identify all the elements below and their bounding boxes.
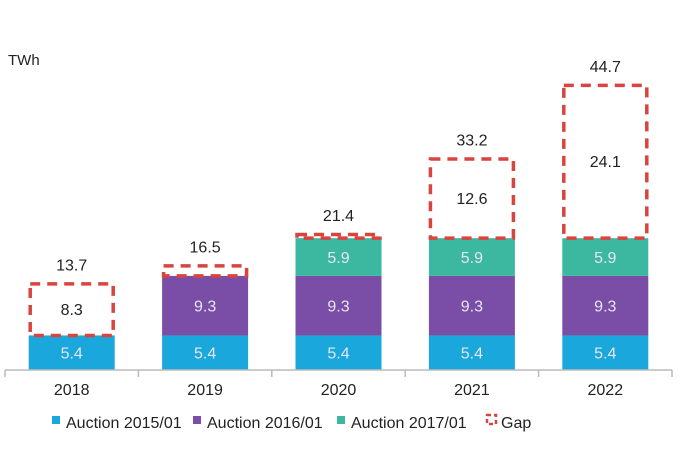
x-tick-label: 2022 [588,382,624,399]
gap-value-label: 24.1 [590,154,621,171]
total-value-label: 33.2 [456,133,487,150]
legend-label: Auction 2016/01 [207,415,323,432]
bar-segment-auction-2016-01 [428,275,515,336]
segment-value-label: 5.4 [327,346,349,363]
legend-item: Auction 2017/01 [337,415,467,432]
bar-segment-auction-2017-01 [428,238,515,276]
gap-bar-segment [295,232,382,240]
x-tick-label: 2019 [187,382,223,399]
bar-segment-auction-2015-01 [428,335,515,370]
segment-value-label: 5.9 [327,250,349,267]
bar-segment-auction-2017-01 [295,238,382,276]
x-tick-label: 2020 [321,382,357,399]
legend-label: Gap [501,415,531,432]
legend-item: Gap [485,413,531,432]
gap-bar-segment [28,282,115,338]
legend-swatch [485,413,498,426]
x-tick-label: 2018 [54,382,90,399]
gap-bar-segment [161,264,249,278]
bar-segment-auction-2015-01 [295,335,382,370]
segment-value-label: 5.4 [461,346,483,363]
gap-bar-segment [562,83,649,240]
segment-value-label: 9.3 [461,299,483,316]
segment-value-label: 5.9 [594,250,616,267]
bar-segment-auction-2016-01 [295,275,382,336]
total-value-label: 44.7 [590,59,621,76]
x-tick-label: 2021 [454,382,490,399]
legend-swatch [193,416,201,424]
legend-label: Auction 2015/01 [66,415,182,432]
segment-value-label: 5.4 [594,346,616,363]
bar-segment-auction-2015-01 [162,335,249,370]
legend-swatch [337,416,345,424]
gap-bar-segment [428,157,516,240]
bar-segment-auction-2017-01 [562,238,649,276]
gap-value-label: 12.6 [456,191,487,208]
total-value-label: 13.7 [56,257,87,274]
total-value-label: 16.5 [190,239,221,256]
segment-value-label: 5.4 [61,346,83,363]
segment-value-label: 5.4 [194,346,216,363]
legend-item: Auction 2016/01 [193,415,323,432]
bar-segment-auction-2015-01 [562,335,649,370]
total-value-label: 21.4 [323,208,354,225]
segment-value-label: 5.9 [461,250,483,267]
legend-item: Auction 2015/01 [52,415,182,432]
segment-value-label: 9.3 [327,299,349,316]
legend-swatch [52,416,60,424]
bar-segment-auction-2015-01 [28,335,115,370]
bar-segment-auction-2016-01 [162,275,249,336]
segment-value-label: 9.3 [194,299,216,316]
y-unit-label: TWh [8,52,40,69]
legend-label: Auction 2017/01 [351,415,467,432]
gap-value-label: 8.3 [61,302,83,319]
segment-value-label: 9.3 [594,299,616,316]
bar-segment-auction-2016-01 [562,275,649,336]
